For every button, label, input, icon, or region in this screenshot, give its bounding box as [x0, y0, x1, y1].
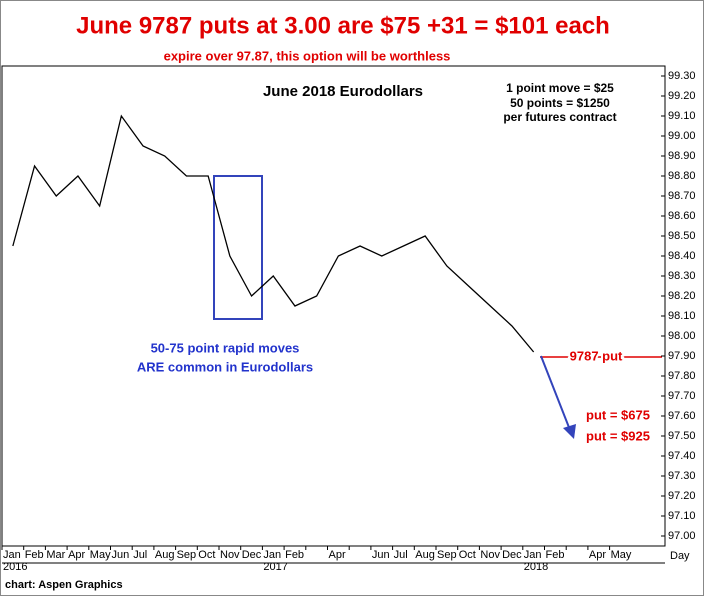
x-tick-label: Sep: [437, 549, 457, 561]
x-tick-label: Nov: [480, 549, 500, 561]
put-label: put = $675: [586, 407, 650, 422]
annotation: ARE common in Eurodollars: [137, 359, 313, 374]
chart-label: June 2018 Eurodollars: [263, 83, 423, 100]
x-tick-label: Feb: [25, 549, 44, 561]
y-tick-label: 99.10: [668, 110, 696, 122]
y-tick-label: 97.50: [668, 430, 696, 442]
x-tick-label: Apr: [589, 549, 606, 561]
x-tick-label: Jan: [3, 549, 21, 561]
note: 1 point move = $25: [506, 81, 614, 95]
y-tick-label: 98.30: [668, 270, 696, 282]
y-tick-label: 99.00: [668, 130, 696, 142]
price-line: [12, 114, 535, 353]
x-tick-label: May: [90, 549, 111, 561]
y-tick-label: 97.40: [668, 450, 696, 462]
y-tick-label: 97.60: [668, 410, 696, 422]
put-label: put = $925: [586, 428, 650, 443]
y-tick-label: 98.50: [668, 230, 696, 242]
x-tick-label: Jul: [394, 549, 408, 561]
x-tick-label: Feb: [285, 549, 304, 561]
y-tick-label: 98.80: [668, 170, 696, 182]
y-tick-label: 97.70: [668, 390, 696, 402]
x-tick-label: Jun: [372, 549, 390, 561]
year-label: 2017: [263, 561, 287, 573]
subtitle: expire over 97.87, this option will be w…: [164, 48, 451, 63]
x-tick-label: Aug: [415, 549, 435, 561]
y-tick-label: 97.00: [668, 530, 696, 542]
x-tick-label: Sep: [177, 549, 197, 561]
y-tick-label: 97.90: [668, 350, 696, 362]
annotation: 50-75 point rapid moves: [151, 340, 300, 355]
x-tick-label: Feb: [546, 549, 565, 561]
year-label: 2018: [524, 561, 548, 573]
x-tick-label: Oct: [459, 549, 476, 561]
x-tick-label: May: [611, 549, 632, 561]
y-tick-label: 98.10: [668, 310, 696, 322]
y-tick-label: 99.20: [668, 90, 696, 102]
x-tick-label: Apr: [68, 549, 85, 561]
y-tick-label: 98.70: [668, 190, 696, 202]
x-tick-label: Dec: [502, 549, 522, 561]
x-tick-label: Jan: [524, 549, 542, 561]
y-tick-label: 97.30: [668, 470, 696, 482]
y-tick-label: 98.60: [668, 210, 696, 222]
y-tick-label: 99.30: [668, 70, 696, 82]
y-tick-label: 97.80: [668, 370, 696, 382]
highlight-box: [213, 175, 263, 320]
x-tick-label: Aug: [155, 549, 175, 561]
y-tick-label: 98.20: [668, 290, 696, 302]
source: chart: Aspen Graphics: [5, 579, 123, 591]
arrow-head: [563, 424, 576, 439]
plot-area: [1, 65, 666, 547]
x-tick-label: Nov: [220, 549, 240, 561]
y-tick-label: 98.90: [668, 150, 696, 162]
note: per futures contract: [503, 110, 616, 124]
x-axis-label: Day: [670, 550, 690, 562]
x-tick-label: Mar: [46, 549, 65, 561]
y-tick-label: 97.10: [668, 510, 696, 522]
chart-title: June 9787 puts at 3.00 are $75 +31 = $10…: [76, 12, 610, 39]
year-label: 2016: [3, 561, 27, 573]
y-tick-label: 98.00: [668, 330, 696, 342]
x-tick-label: Jan: [263, 549, 281, 561]
y-tick-label: 98.40: [668, 250, 696, 262]
put-label: 9787 put: [570, 348, 623, 363]
x-tick-label: Dec: [242, 549, 262, 561]
arrow: [540, 355, 571, 431]
x-tick-label: Oct: [198, 549, 215, 561]
x-tick-label: Jul: [133, 549, 147, 561]
y-tick-label: 97.20: [668, 490, 696, 502]
note: 50 points = $1250: [510, 96, 610, 110]
x-tick-label: Apr: [329, 549, 346, 561]
x-tick-label: Jun: [112, 549, 130, 561]
